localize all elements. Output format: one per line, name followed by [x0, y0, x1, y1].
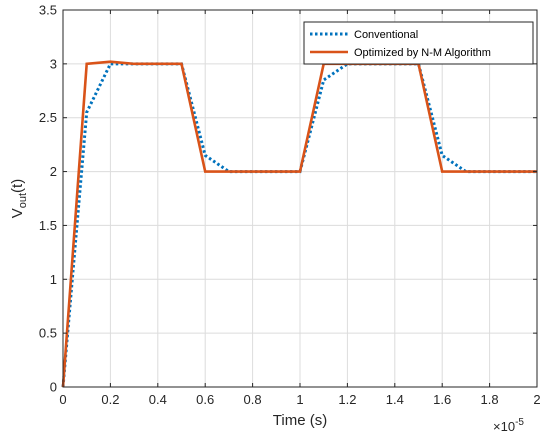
x-tick-label: 0.2 [101, 392, 119, 407]
x-tick-label: 0.6 [196, 392, 214, 407]
x-tick-label: 0.8 [244, 392, 262, 407]
y-axis-label-subscript: out [17, 193, 29, 208]
x-tick-label: 1.2 [338, 392, 356, 407]
legend-label: Conventional [354, 29, 418, 41]
x-tick-label: 1.8 [481, 392, 499, 407]
x-multiplier-base: ×10 [493, 419, 515, 434]
legend-label: Optimized by N-M Algorithm [354, 47, 491, 59]
legend-box [303, 21, 534, 65]
y-tick-label: 1.5 [39, 218, 57, 233]
legend: Conventional Optimized by N-M Algorithm [303, 21, 534, 65]
y-tick-label: 2 [50, 164, 57, 179]
x-axis-label: Time (s) [273, 412, 327, 429]
y-tick-label: 3.5 [39, 3, 57, 18]
ticks: 0 0.2 0.4 0.6 0.8 1 1.2 1.4 1.6 1.8 2 0 0.5 1 1.5 2 2.5 3… [39, 3, 541, 408]
y-axis-label-main: V [9, 208, 26, 218]
axis-labels: Time (s) Vout(t) ×10-5 [9, 179, 524, 434]
grid [62, 9, 538, 388]
y-axis-label: Vout(t) [9, 179, 29, 218]
series-group [61, 60, 537, 388]
y-tick-label: 3 [50, 56, 57, 71]
x-tick-label: 2 [533, 392, 540, 407]
y-tick-label: 0.5 [39, 326, 57, 341]
y-tick-label: 1 [50, 272, 57, 287]
y-tick-label: 0 [50, 380, 57, 395]
x-tick-label: 0 [59, 392, 66, 407]
series-line-optimized [61, 60, 537, 388]
y-axis-label-tail: (t) [9, 179, 26, 193]
x-tick-label: 1 [296, 392, 303, 407]
x-axis-multiplier: ×10-5 [493, 417, 524, 434]
x-tick-label: 0.4 [149, 392, 167, 407]
y-tick-label: 2.5 [39, 110, 57, 125]
x-tick-label: 1.6 [433, 392, 451, 407]
x-tick-label: 1.4 [386, 392, 404, 407]
x-multiplier-exponent: -5 [515, 417, 524, 428]
